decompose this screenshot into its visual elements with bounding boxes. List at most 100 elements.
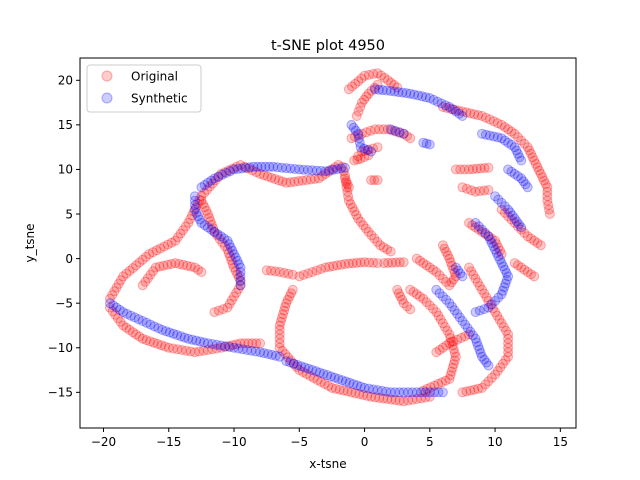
data-point [378, 393, 389, 404]
data-point [149, 321, 160, 332]
data-point [216, 342, 226, 353]
data-point [529, 271, 540, 282]
data-point [372, 79, 383, 90]
data-point [514, 219, 524, 230]
data-point [162, 259, 173, 270]
data-point [161, 326, 171, 337]
plot-frame [79, 57, 577, 429]
data-point [522, 231, 533, 242]
data-point [289, 164, 300, 174]
data-point [311, 366, 322, 377]
data-point [424, 391, 435, 402]
data-point [416, 387, 427, 398]
y-tick-label: −10 [48, 341, 73, 355]
data-point [477, 128, 487, 139]
data-point [266, 265, 276, 276]
data-point [176, 345, 187, 355]
data-point [382, 394, 393, 404]
data-point [522, 182, 533, 193]
x-tick-label: 15 [553, 435, 568, 449]
data-point [407, 394, 418, 405]
data-point [204, 212, 215, 223]
data-point [411, 253, 422, 264]
data-point [519, 138, 530, 149]
data-point [403, 387, 414, 398]
data-point [196, 182, 207, 193]
data-point [338, 166, 349, 177]
data-point [363, 69, 374, 80]
data-point [506, 214, 517, 225]
data-point [205, 216, 216, 227]
data-point [349, 155, 360, 166]
data-point [495, 254, 505, 265]
data-point [317, 171, 328, 182]
data-point [496, 249, 507, 260]
data-point [424, 387, 435, 398]
data-point [326, 164, 337, 175]
data-point [398, 257, 409, 268]
data-point [503, 347, 514, 358]
data-point [222, 235, 233, 246]
data-point [194, 214, 205, 225]
data-point [532, 238, 543, 248]
data-point [223, 165, 234, 176]
data-point [280, 349, 291, 360]
data-point [535, 168, 546, 179]
data-point [433, 378, 444, 389]
data-point [346, 133, 357, 144]
data-point [436, 377, 447, 388]
data-point [235, 160, 246, 170]
data-point [183, 333, 194, 344]
data-point [359, 143, 370, 154]
data-point [332, 164, 343, 175]
data-point [266, 349, 277, 360]
data-point [507, 210, 518, 221]
data-point [207, 178, 218, 189]
data-point [408, 287, 419, 297]
data-point [353, 133, 364, 144]
data-point [496, 318, 507, 329]
data-point [431, 347, 442, 358]
data-point [490, 244, 501, 255]
data-point [509, 213, 520, 224]
data-point [359, 94, 370, 105]
data-point [152, 338, 163, 349]
data-point [255, 338, 266, 349]
data-point [492, 118, 503, 129]
data-point [462, 323, 473, 334]
data-point [270, 266, 281, 277]
data-point [124, 265, 135, 276]
data-point [360, 145, 371, 156]
data-point [221, 168, 232, 178]
data-point [452, 334, 463, 345]
data-point [539, 175, 549, 186]
y-tick-label: 15 [58, 118, 73, 132]
data-point [372, 385, 383, 396]
data-point [495, 245, 505, 256]
data-point [356, 128, 367, 139]
data-point [503, 342, 514, 353]
data-point [352, 154, 363, 165]
data-point [281, 298, 292, 309]
data-point [516, 173, 527, 184]
data-point [131, 260, 142, 271]
data-point [512, 148, 523, 159]
data-point [411, 394, 422, 404]
data-point [397, 87, 408, 98]
data-point [209, 226, 220, 237]
data-point [469, 384, 480, 395]
data-point [390, 387, 400, 398]
data-point [282, 294, 293, 305]
data-point [309, 173, 320, 184]
data-point [434, 270, 445, 281]
data-point [191, 335, 202, 346]
data-point [405, 304, 416, 315]
data-point [301, 175, 312, 185]
data-point [340, 173, 350, 184]
data-point [239, 161, 250, 172]
data-point [185, 261, 196, 272]
data-point [475, 163, 486, 174]
data-point [493, 242, 504, 253]
data-point [227, 340, 238, 351]
data-point [526, 269, 536, 280]
